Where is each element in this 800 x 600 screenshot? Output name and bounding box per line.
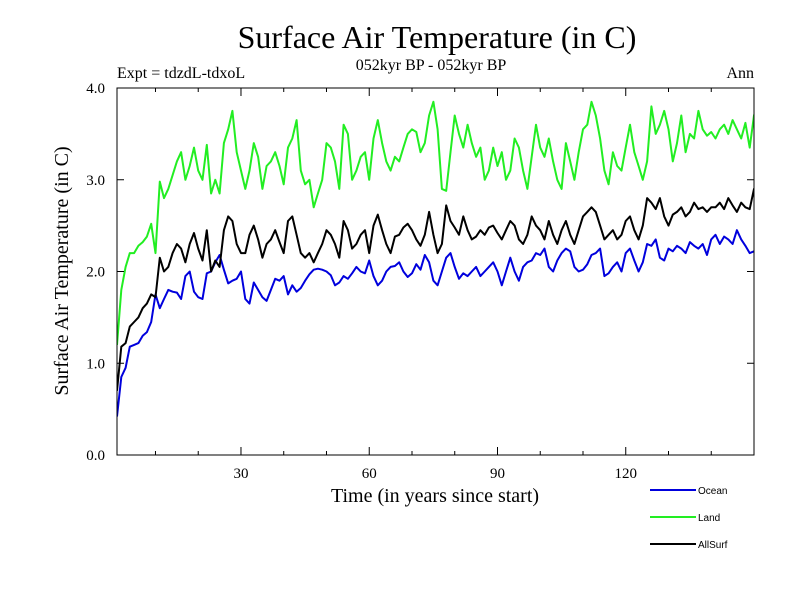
plot-area bbox=[116, 87, 755, 456]
x-tick-label: 60 bbox=[362, 466, 377, 482]
series-line-land bbox=[117, 100, 754, 345]
period-label: Ann bbox=[726, 65, 754, 82]
series-layer bbox=[117, 100, 754, 417]
x-axis-label: Time (in years since start) bbox=[331, 485, 539, 507]
y-tick-label: 0.0 bbox=[86, 448, 105, 464]
y-tick-label: 3.0 bbox=[86, 173, 105, 189]
series-line-ocean bbox=[117, 229, 754, 417]
legend-label-ocean: Ocean bbox=[698, 486, 727, 497]
experiment-label: Expt = tdzdL-tdxoL bbox=[117, 65, 245, 82]
chart-subtitle: 052kyr BP - 052kyr BP bbox=[356, 57, 507, 74]
legend-label-land: Land bbox=[698, 513, 720, 524]
y-tick-label: 4.0 bbox=[86, 81, 105, 97]
legend: Ocean Land AllSurf bbox=[650, 486, 728, 551]
chart-title: Surface Air Temperature (in C) bbox=[238, 19, 637, 55]
x-tick-label: 120 bbox=[614, 466, 637, 482]
plot-frame bbox=[116, 87, 755, 456]
legend-label-allsurf: AllSurf bbox=[698, 540, 728, 551]
y-tick-label: 1.0 bbox=[86, 356, 105, 372]
y-tick-label: 2.0 bbox=[86, 265, 105, 281]
x-tick-label: 30 bbox=[233, 466, 248, 482]
x-tick-label: 90 bbox=[490, 466, 505, 482]
x-axis: 30 60 90 120 bbox=[154, 88, 712, 482]
y-axis-label: Surface Air Temperature (in C) bbox=[51, 146, 73, 395]
series-line-allsurf bbox=[117, 187, 754, 391]
y-axis: 0.0 1.0 2.0 3.0 4.0 bbox=[86, 81, 754, 464]
